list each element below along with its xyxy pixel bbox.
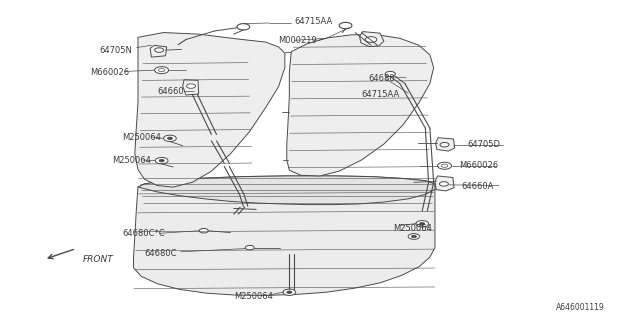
Circle shape bbox=[420, 222, 425, 225]
Circle shape bbox=[440, 182, 449, 186]
Polygon shape bbox=[435, 176, 454, 191]
Text: M250064: M250064 bbox=[122, 133, 161, 142]
Polygon shape bbox=[182, 80, 198, 95]
Text: 64715AA: 64715AA bbox=[294, 17, 333, 26]
Text: M250064: M250064 bbox=[394, 224, 432, 233]
Circle shape bbox=[416, 220, 429, 227]
Text: M660026: M660026 bbox=[460, 161, 499, 170]
Text: M250064: M250064 bbox=[113, 156, 151, 165]
Polygon shape bbox=[436, 138, 455, 151]
Text: 64680: 64680 bbox=[368, 74, 394, 83]
Circle shape bbox=[156, 157, 168, 164]
Text: 64660A: 64660A bbox=[462, 182, 494, 191]
Polygon shape bbox=[138, 176, 435, 204]
Circle shape bbox=[164, 135, 176, 141]
Circle shape bbox=[155, 48, 164, 52]
Circle shape bbox=[365, 37, 377, 43]
Circle shape bbox=[408, 234, 420, 239]
Circle shape bbox=[385, 71, 396, 76]
Circle shape bbox=[442, 164, 448, 167]
Polygon shape bbox=[135, 33, 285, 187]
Circle shape bbox=[155, 67, 169, 74]
Circle shape bbox=[199, 228, 208, 233]
Circle shape bbox=[287, 291, 292, 293]
Circle shape bbox=[159, 68, 165, 72]
Polygon shape bbox=[360, 32, 384, 47]
Circle shape bbox=[438, 162, 452, 169]
Text: 64715AA: 64715AA bbox=[362, 90, 400, 99]
Text: M660026: M660026 bbox=[90, 68, 129, 77]
Polygon shape bbox=[134, 176, 435, 295]
Text: M000219: M000219 bbox=[278, 36, 317, 45]
Circle shape bbox=[159, 159, 164, 162]
Text: 64705D: 64705D bbox=[467, 140, 500, 149]
Circle shape bbox=[283, 289, 296, 295]
Circle shape bbox=[440, 142, 449, 147]
Text: A646001119: A646001119 bbox=[556, 303, 605, 312]
Text: 64705N: 64705N bbox=[100, 45, 132, 55]
Circle shape bbox=[186, 84, 195, 88]
Circle shape bbox=[339, 22, 352, 29]
Text: 64680C: 64680C bbox=[145, 249, 177, 258]
Polygon shape bbox=[287, 35, 434, 176]
Text: 64680C*C: 64680C*C bbox=[122, 229, 164, 238]
Text: FRONT: FRONT bbox=[83, 255, 113, 264]
Text: M250064: M250064 bbox=[234, 292, 273, 301]
Circle shape bbox=[237, 24, 250, 30]
Circle shape bbox=[412, 235, 417, 238]
Polygon shape bbox=[150, 45, 167, 57]
Circle shape bbox=[245, 245, 254, 250]
Text: 64660: 64660 bbox=[157, 87, 184, 96]
Circle shape bbox=[168, 137, 173, 140]
